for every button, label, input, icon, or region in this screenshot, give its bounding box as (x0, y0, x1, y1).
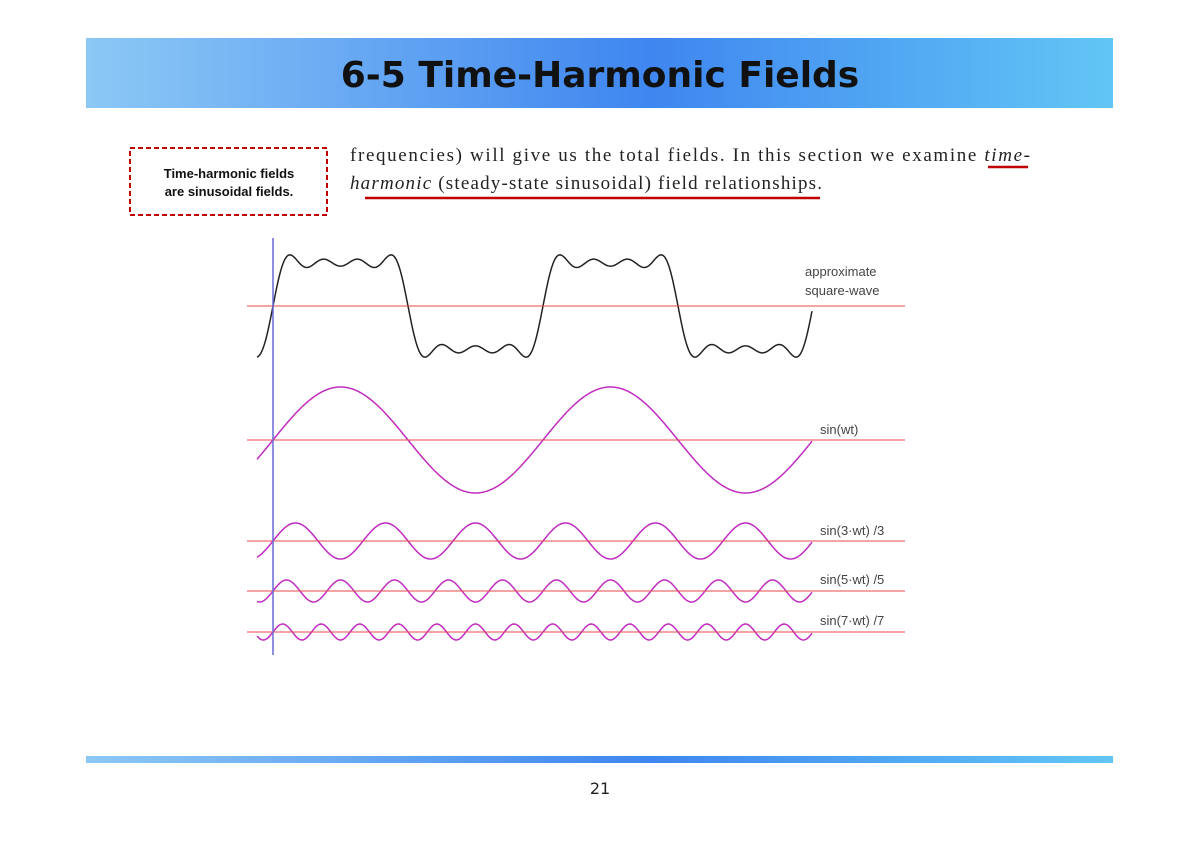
waveform (256, 623, 813, 641)
curve-label: sin(wt) (820, 422, 858, 437)
curve-label: approximate (805, 264, 877, 279)
waveform (256, 522, 813, 560)
waveform (256, 254, 813, 358)
curve-label: sin(7·wt) /7 (820, 613, 884, 628)
header-bar (86, 38, 1113, 108)
figure: approximate square-wave sin(wt) sin(3·wt… (247, 238, 905, 655)
paragraph-line: frequencies) will give us the total fiel… (350, 145, 1030, 166)
note-line: Time-harmonic fields (164, 166, 295, 181)
paragraph-line: harmonic (steady-state sinusoidal) field… (350, 173, 822, 194)
curve-label: sin(3·wt) /3 (820, 523, 884, 538)
curve-label: sin(5·wt) /5 (820, 572, 884, 587)
slide-title: 6-5 Time-Harmonic Fields (341, 55, 859, 96)
emphasis: harmonic (350, 173, 432, 194)
text-span: (steady-state sinusoidal) field relation… (432, 173, 822, 194)
note-box (129, 147, 328, 216)
waveform (256, 579, 813, 603)
footer-bar (86, 756, 1113, 763)
curve-label: square-wave (805, 283, 879, 298)
emphasis: time- (984, 145, 1030, 166)
note-line: are sinusoidal fields. (165, 184, 294, 199)
waveform (256, 386, 813, 494)
text-span: frequencies) will give us the total fiel… (350, 145, 983, 166)
page-number: 21 (590, 779, 610, 798)
